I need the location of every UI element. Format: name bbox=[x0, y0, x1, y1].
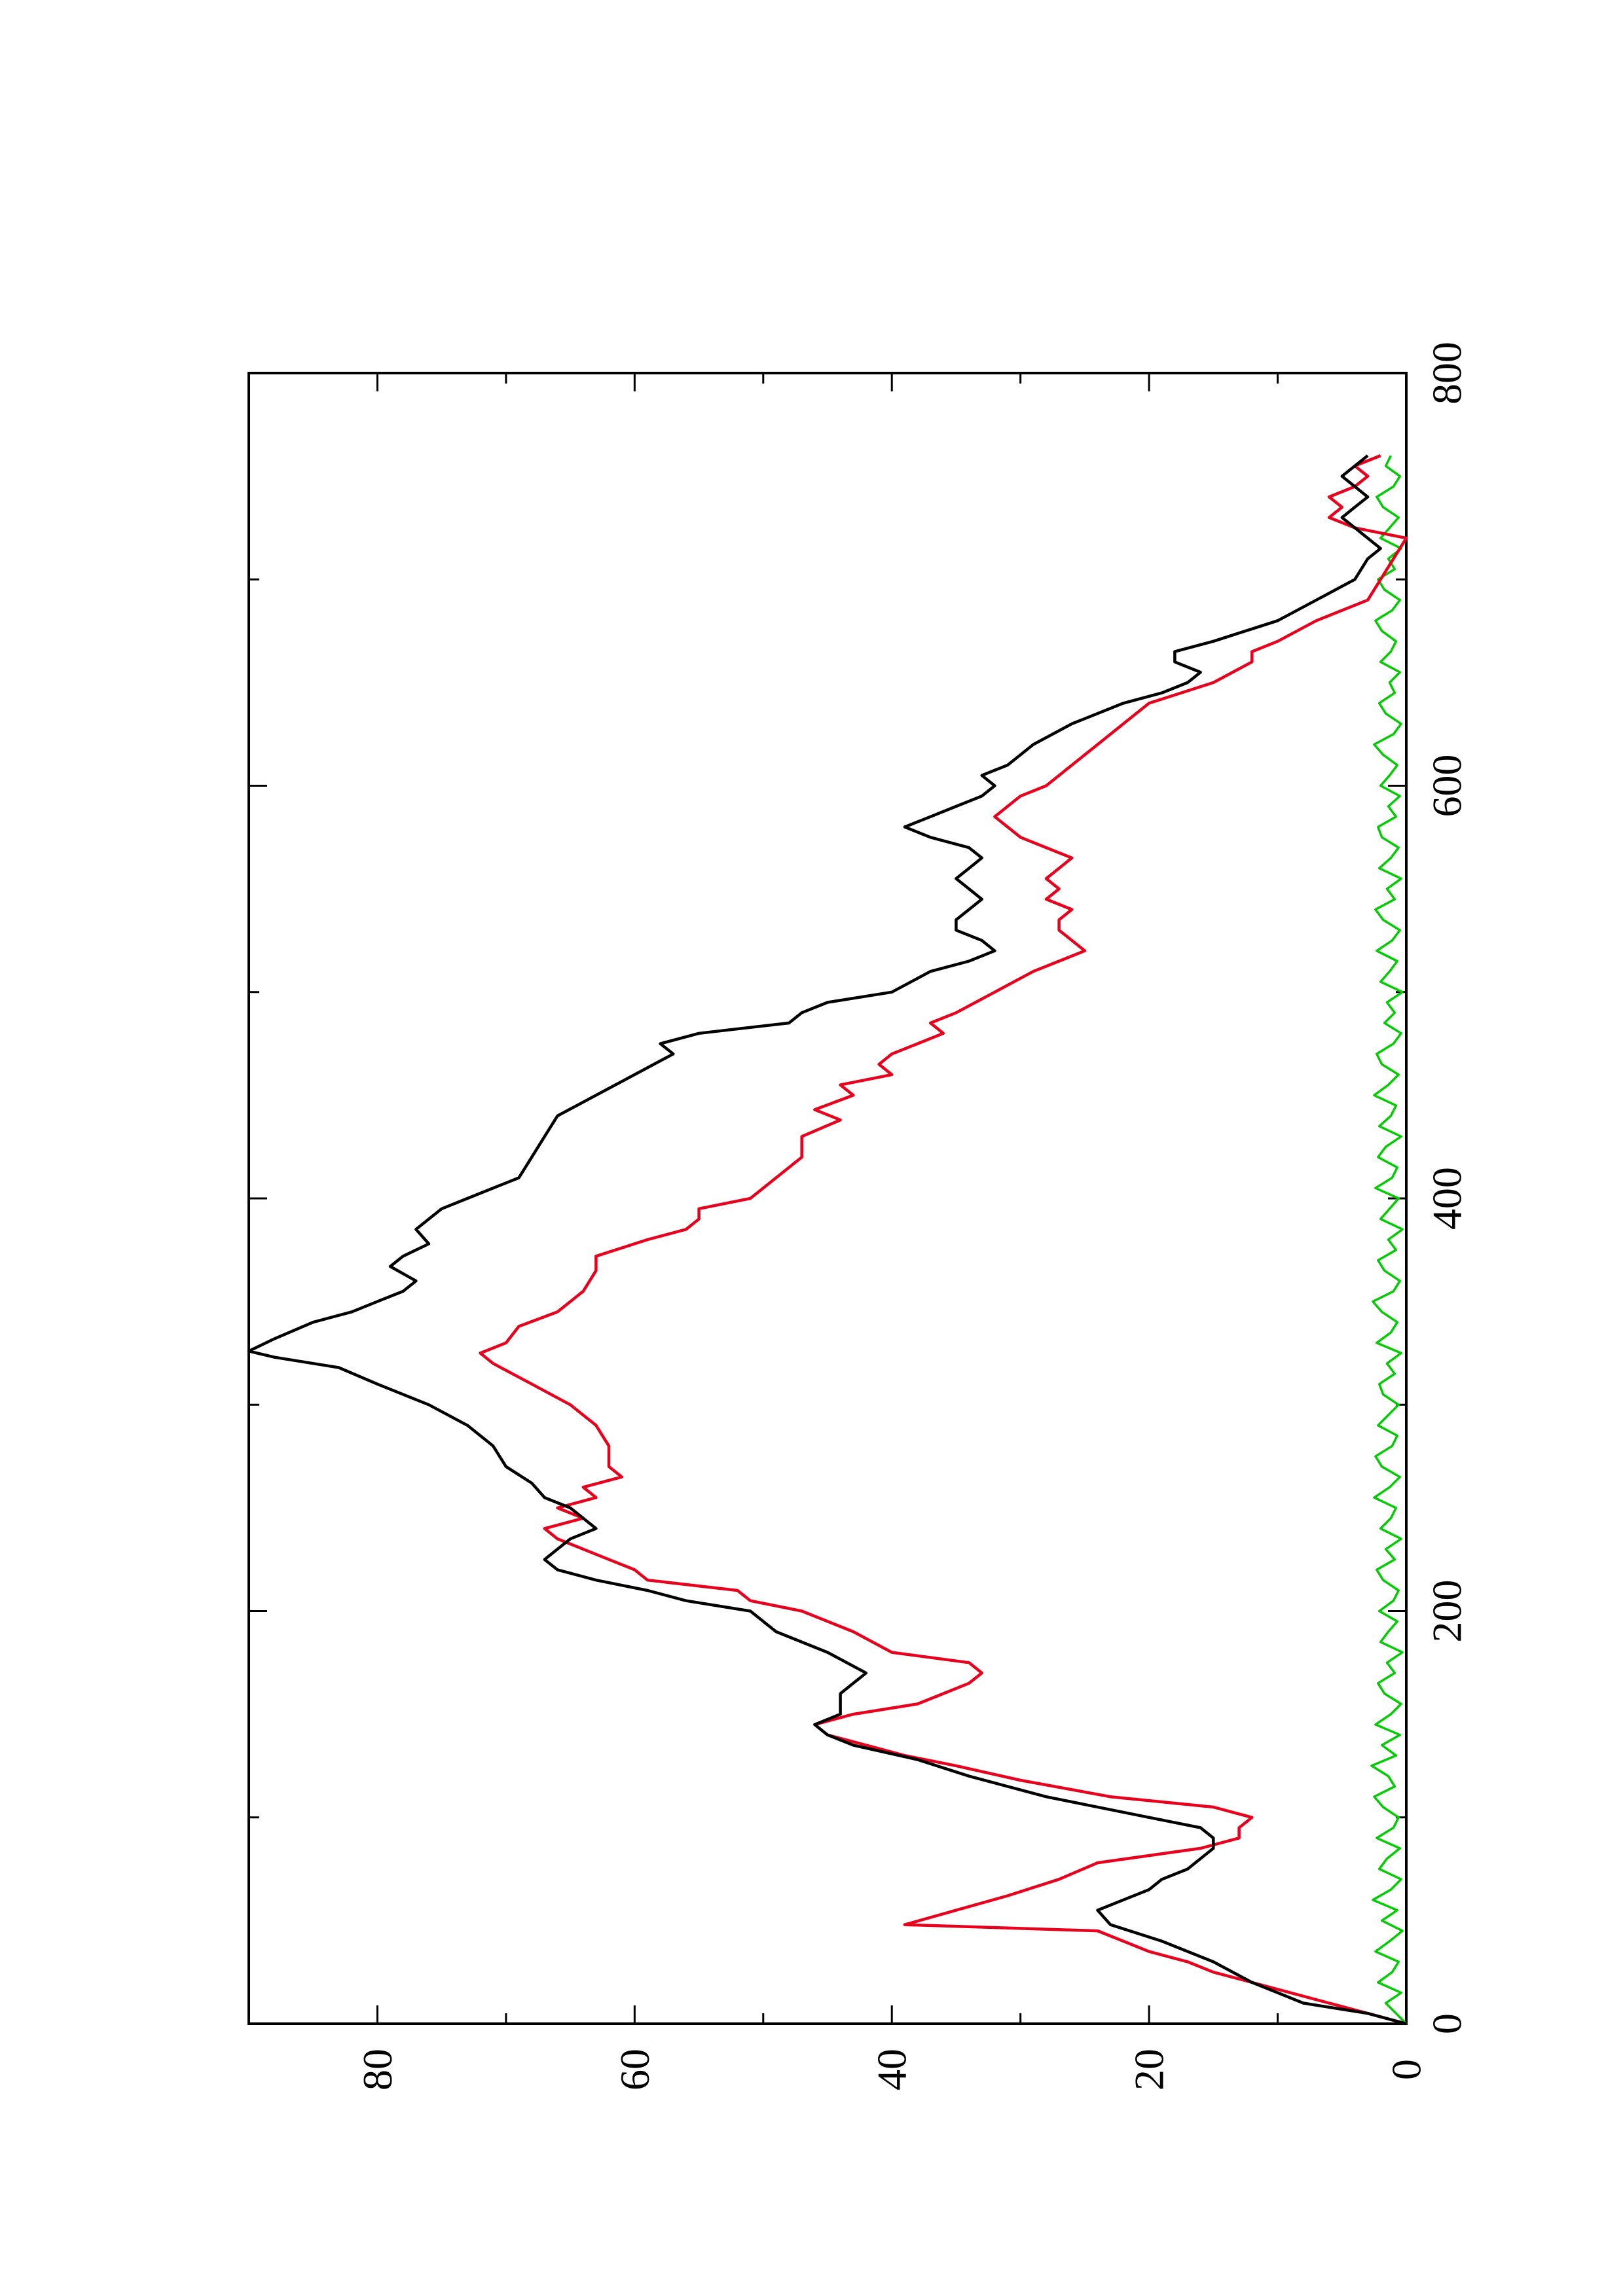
x-tick-label: 600 bbox=[1424, 755, 1470, 817]
y-tick-label: 80 bbox=[354, 2049, 401, 2090]
series-line-3 bbox=[1370, 455, 1408, 2025]
series-line-2 bbox=[479, 454, 1408, 2026]
y-tick-label: 20 bbox=[1126, 2049, 1173, 2090]
x-tick-label: 400 bbox=[1424, 1167, 1470, 1230]
y-tick-label: 40 bbox=[869, 2049, 915, 2090]
y-tick-label: 0 bbox=[1383, 2059, 1430, 2080]
ticks bbox=[249, 372, 1408, 2025]
x-tick-label: 200 bbox=[1424, 1580, 1470, 1643]
x-tick-label: 800 bbox=[1424, 342, 1470, 404]
plot-frame bbox=[247, 372, 1408, 2025]
series-line-1 bbox=[247, 454, 1407, 2026]
series-layer bbox=[247, 454, 1408, 2026]
tick-labels: 0 200 400 600 800 0 20 40 60 80 bbox=[354, 342, 1470, 2090]
y-tick-label: 60 bbox=[611, 2049, 658, 2090]
x-tick-label: 0 bbox=[1424, 2013, 1470, 2034]
